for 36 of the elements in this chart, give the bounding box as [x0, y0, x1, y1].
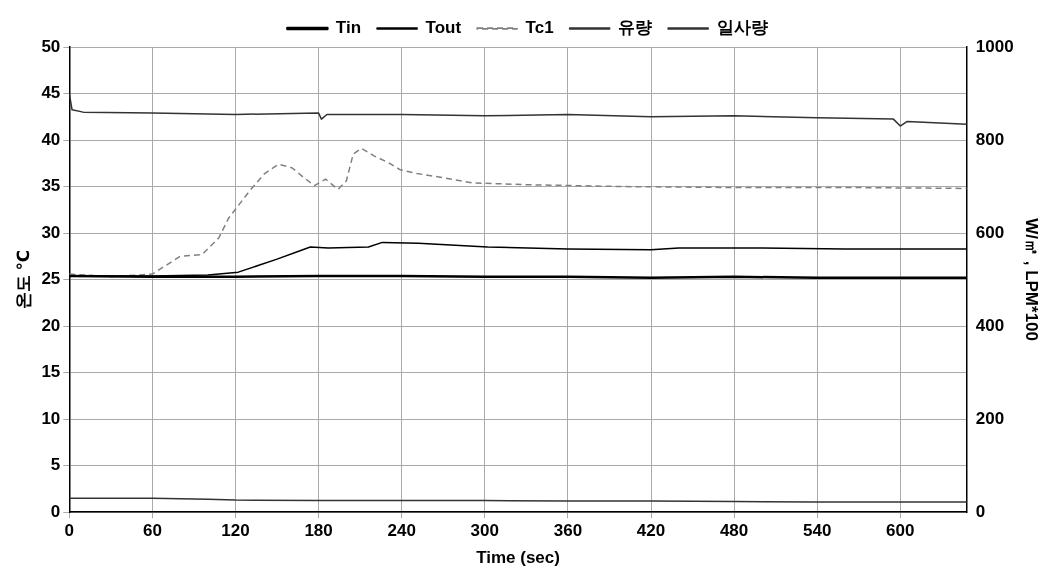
y-tick-label: 20: [41, 315, 61, 335]
x-tick-label: 120: [221, 521, 250, 541]
y-tick-label: 10: [41, 408, 61, 428]
y2-tick-label: 0: [975, 501, 986, 521]
x-tick-label: 240: [387, 521, 416, 541]
y2-tick-label: 600: [975, 222, 1005, 242]
y2-tick-label: 800: [975, 129, 1005, 149]
x-axis-title: Time (sec): [476, 548, 560, 568]
y-axis-title: 온도 ℃: [13, 249, 33, 310]
y2-tick-label: 1000: [975, 36, 1014, 56]
legend-label: Tin: [335, 18, 362, 38]
y2-tick-label: 200: [975, 408, 1005, 428]
x-tick-label: 300: [470, 521, 499, 541]
legend-label: Tout: [425, 18, 462, 38]
y2-axis-title: W/㎡ , LPM*100: [1022, 218, 1042, 342]
y-tick-label: 40: [41, 129, 61, 149]
x-tick-label: 480: [719, 521, 749, 541]
x-tick-label: 360: [553, 521, 583, 541]
legend-label: Tc1: [525, 18, 554, 38]
y-tick-label: 30: [41, 222, 61, 242]
legend-label: 유량: [618, 18, 653, 38]
y-tick-label: 15: [41, 362, 61, 382]
y-tick-label: 5: [50, 455, 61, 475]
y-tick-label: 35: [41, 176, 61, 196]
legend-label: 일사량: [716, 18, 768, 38]
x-tick-label: 600: [886, 521, 915, 541]
y-tick-label: 45: [41, 83, 61, 103]
y-tick-label: 0: [50, 501, 61, 521]
x-tick-label: 180: [304, 521, 333, 541]
y-tick-label: 25: [41, 269, 61, 289]
x-tick-label: 540: [803, 521, 832, 541]
x-tick-label: 420: [636, 521, 666, 541]
y2-tick-label: 400: [975, 315, 1005, 335]
x-tick-label: 60: [142, 521, 162, 541]
y-tick-label: 50: [41, 36, 61, 56]
x-tick-label: 0: [64, 521, 75, 541]
